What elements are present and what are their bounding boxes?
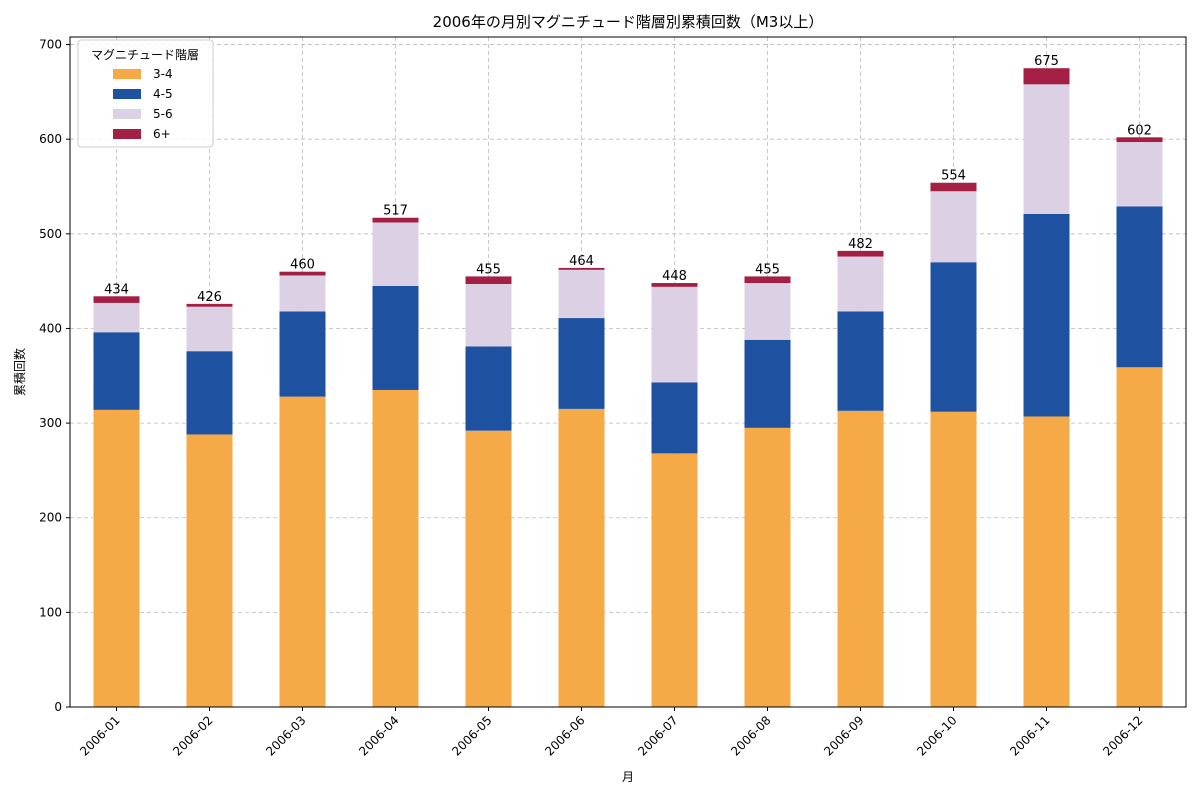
bar-segment-5-6 [279,275,326,312]
total-label: 482 [848,237,873,252]
x-tick-label: 2006-12 [1100,713,1145,758]
bar-segment-3-4 [93,409,140,707]
bar-segment-3-4 [930,411,977,707]
x-tick-label: 2006-02 [170,713,215,758]
bar-segment-3-4 [372,389,419,707]
bar-segment-6+ [465,276,512,284]
total-label: 434 [104,282,129,297]
bar-segment-5-6 [930,191,977,263]
y-tick-label: 300 [39,416,62,430]
legend-label: 4-5 [153,87,173,101]
bar-segment-4-5 [279,311,326,397]
bar-segment-5-6 [93,302,140,333]
total-label: 426 [197,290,222,305]
x-tick-label: 2006-10 [914,713,959,758]
total-label: 602 [1127,123,1152,138]
bar-segment-6+ [837,250,884,257]
bar-segment-4-5 [465,346,512,431]
total-label: 448 [662,269,687,284]
total-label: 460 [290,258,315,273]
legend-swatch-3-4 [113,69,141,79]
bar-segment-4-5 [651,382,698,454]
bar-segment-3-4 [279,396,326,707]
y-tick-label: 600 [39,132,62,146]
total-label: 675 [1034,54,1059,69]
bar-segment-3-4 [651,453,698,707]
y-tick-label: 100 [39,605,62,619]
total-label: 455 [476,262,501,277]
bar-segment-4-5 [186,351,233,435]
bar-segment-3-4 [1023,416,1070,707]
bar-segment-5-6 [186,306,233,352]
legend-label: 6+ [153,127,171,141]
legend-box [77,39,214,148]
x-tick-label: 2006-07 [635,713,680,758]
bar-segment-3-4 [1116,367,1163,707]
y-axis-label: 累積回数 [12,348,27,396]
bar-segment-6+ [1023,68,1070,85]
y-tick-label: 0 [54,700,62,714]
x-tick-label: 2006-11 [1007,713,1052,758]
bar-segment-5-6 [465,283,512,347]
total-label: 554 [941,169,966,184]
bar-segment-4-5 [558,318,605,409]
legend-label: 3-4 [153,67,173,81]
bar-segment-5-6 [1116,142,1163,207]
y-tick-label: 700 [39,38,62,52]
total-label: 517 [383,204,408,219]
bar-segment-3-4 [465,430,512,707]
bar-segment-3-4 [837,410,884,707]
legend: マグニチュード階層 3-4 4-5 5-6 6+ [77,39,214,148]
x-tick-label: 2006-05 [449,713,494,758]
bar-segment-5-6 [372,222,419,286]
bar-segment-5-6 [1023,84,1070,214]
bar-segment-3-4 [558,408,605,707]
y-tick-label: 400 [39,321,62,335]
x-tick-label: 2006-01 [77,713,122,758]
total-label: 464 [569,254,594,269]
bar-segment-4-5 [930,262,977,412]
bar-segment-6+ [558,267,605,270]
bar-segment-5-6 [744,283,791,340]
bar-segment-4-5 [1116,206,1163,368]
chart-title: 2006年の月別マグニチュード階層別累積回数（M3以上） [433,13,824,31]
legend-swatch-5-6 [113,109,141,119]
bar-segment-6+ [372,217,419,223]
bar-segment-3-4 [744,427,791,707]
x-tick-label: 2006-04 [356,713,401,758]
total-label: 455 [755,262,780,277]
legend-label: 5-6 [153,107,173,121]
legend-title: マグニチュード階層 [91,47,199,62]
bar-segment-4-5 [837,311,884,411]
bar-segment-6+ [93,296,140,303]
x-tick-label: 2006-06 [542,713,587,758]
bar-segment-6+ [930,182,977,192]
bar-segment-6+ [279,271,326,276]
y-tick-label: 200 [39,511,62,525]
plot-frame [69,36,1187,708]
legend-swatch-6+ [113,129,141,139]
bar-segment-5-6 [558,269,605,319]
bar-segment-6+ [744,276,791,284]
x-tick-label: 2006-08 [728,713,773,758]
bar-segment-6+ [651,283,698,287]
bar-segment-6+ [1116,137,1163,143]
y-tick-label: 500 [39,227,62,241]
bar-segment-6+ [186,303,233,307]
bar-segment-3-4 [186,434,233,707]
bar-segment-4-5 [93,332,140,410]
bar-segment-5-6 [651,286,698,383]
bar-segment-4-5 [1023,213,1070,417]
bar-segment-5-6 [837,256,884,312]
x-tick-label: 2006-03 [263,713,308,758]
x-tick-label: 2006-09 [821,713,866,758]
x-axis-label: 月 [622,770,634,784]
bar-segment-4-5 [744,339,791,428]
legend-swatch-4-5 [113,89,141,99]
bar-segment-4-5 [372,285,419,390]
